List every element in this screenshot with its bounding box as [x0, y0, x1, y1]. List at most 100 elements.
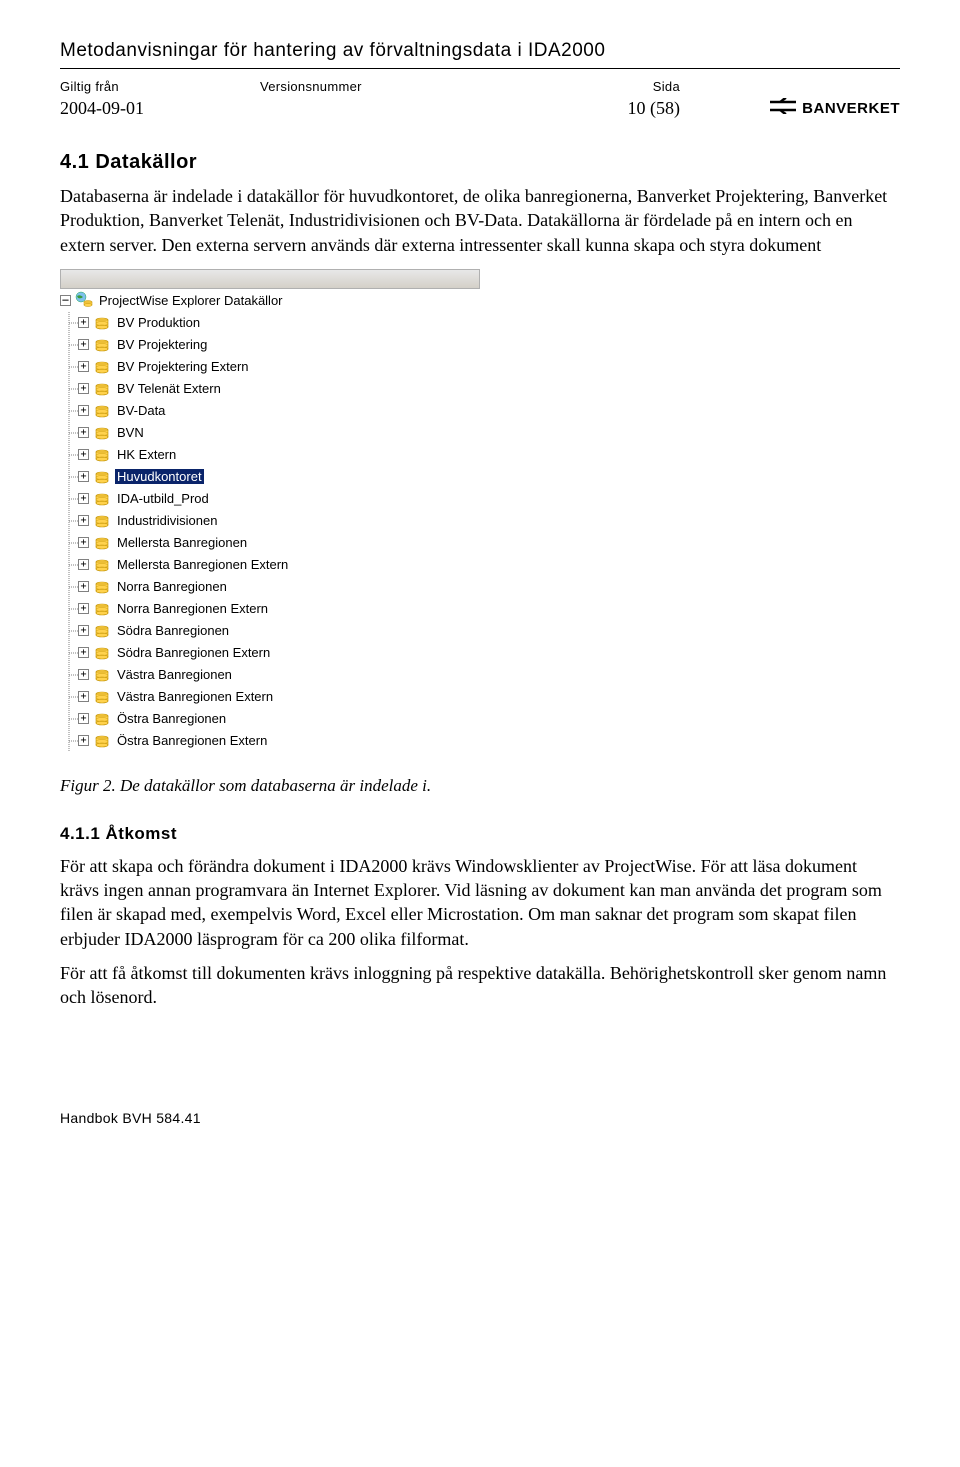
- tree-root-row[interactable]: − ProjectWise Explorer Datakällor: [60, 289, 480, 312]
- tree-item-label[interactable]: BV Telenät Extern: [115, 381, 223, 396]
- tree-indent: [60, 664, 78, 686]
- tree-item[interactable]: + Södra Banregionen Extern: [60, 642, 480, 664]
- tree-indent: [60, 554, 78, 576]
- datasource-icon: [93, 557, 111, 573]
- tree-item-label[interactable]: Norra Banregionen: [115, 579, 229, 594]
- tree-indent: [60, 466, 78, 488]
- tree-item[interactable]: + Norra Banregionen Extern: [60, 598, 480, 620]
- header-value-giltig: 2004-09-01: [60, 98, 260, 119]
- tree-indent: [60, 510, 78, 532]
- expand-icon[interactable]: +: [78, 537, 89, 548]
- tree-item-label[interactable]: BV-Data: [115, 403, 167, 418]
- tree-header-bar: [60, 269, 480, 289]
- collapse-icon[interactable]: −: [60, 295, 71, 306]
- subsection-paragraph-1: För att skapa och förändra dokument i ID…: [60, 854, 900, 951]
- datasource-icon: [93, 337, 111, 353]
- expand-icon[interactable]: +: [78, 317, 89, 328]
- tree-indent: [60, 620, 78, 642]
- tree-item[interactable]: + Västra Banregionen Extern: [60, 686, 480, 708]
- tree-item[interactable]: + Östra Banregionen: [60, 708, 480, 730]
- tree-item-label[interactable]: IDA-utbild_Prod: [115, 491, 211, 506]
- tree-indent: [60, 356, 78, 378]
- expand-icon[interactable]: +: [78, 515, 89, 526]
- expand-icon[interactable]: +: [78, 625, 89, 636]
- expand-icon[interactable]: +: [78, 361, 89, 372]
- tree-item-label[interactable]: Huvudkontoret: [115, 469, 204, 484]
- header-values-row: 2004-09-01 10 (58) BANVERKET: [60, 98, 900, 119]
- tree-item[interactable]: + Mellersta Banregionen Extern: [60, 554, 480, 576]
- tree-item[interactable]: + Västra Banregionen: [60, 664, 480, 686]
- tree-item[interactable]: + BV-Data: [60, 400, 480, 422]
- datasource-icon: [93, 403, 111, 419]
- header-label-sida: Sida: [560, 79, 680, 94]
- tree-item-label[interactable]: Södra Banregionen Extern: [115, 645, 272, 660]
- expand-icon[interactable]: +: [78, 669, 89, 680]
- expand-icon[interactable]: +: [78, 339, 89, 350]
- datasource-icon: [93, 469, 111, 485]
- tree-indent: [60, 598, 78, 620]
- header-label-giltig: Giltig från: [60, 79, 260, 94]
- tree-item-label[interactable]: Västra Banregionen Extern: [115, 689, 275, 704]
- tree-item[interactable]: + Industridivisionen: [60, 510, 480, 532]
- tree-item-label[interactable]: HK Extern: [115, 447, 178, 462]
- header-value-sida: 10 (58): [560, 98, 680, 119]
- tree-item[interactable]: + Norra Banregionen: [60, 576, 480, 598]
- subsection-paragraph-2: För att få åtkomst till dokumenten krävs…: [60, 961, 900, 1010]
- header-labels-row: Giltig från Versionsnummer Sida: [60, 79, 900, 94]
- tree-item[interactable]: + IDA-utbild_Prod: [60, 488, 480, 510]
- tree-item[interactable]: + BV Projektering Extern: [60, 356, 480, 378]
- datasource-icon: [93, 579, 111, 595]
- tree-item[interactable]: + HK Extern: [60, 444, 480, 466]
- tree-item[interactable]: + Östra Banregionen Extern: [60, 730, 480, 752]
- title-underline: [60, 68, 900, 69]
- tree-item-label[interactable]: Södra Banregionen: [115, 623, 231, 638]
- tree-item-label[interactable]: BVN: [115, 425, 146, 440]
- subsection-heading-4-1-1: 4.1.1 Åtkomst: [60, 824, 900, 844]
- tree-item[interactable]: + Mellersta Banregionen: [60, 532, 480, 554]
- datasource-icon: [93, 381, 111, 397]
- expand-icon[interactable]: +: [78, 691, 89, 702]
- expand-icon[interactable]: +: [78, 713, 89, 724]
- expand-icon[interactable]: +: [78, 405, 89, 416]
- figure-caption: Figur 2. De datakällor som databaserna ä…: [60, 776, 900, 796]
- expand-icon[interactable]: +: [78, 559, 89, 570]
- tree-item[interactable]: + BV Telenät Extern: [60, 378, 480, 400]
- datasource-icon: [93, 491, 111, 507]
- expand-icon[interactable]: +: [78, 427, 89, 438]
- datasource-icon: [93, 447, 111, 463]
- datasource-icon: [93, 513, 111, 529]
- tree-indent: [60, 642, 78, 664]
- tree-item[interactable]: + Södra Banregionen: [60, 620, 480, 642]
- tree-item-label[interactable]: Mellersta Banregionen: [115, 535, 249, 550]
- tree-item-label[interactable]: Mellersta Banregionen Extern: [115, 557, 290, 572]
- section-heading-4-1: 4.1 Datakällor: [60, 151, 900, 174]
- tree-item-label[interactable]: Industridivisionen: [115, 513, 219, 528]
- tree-item-label[interactable]: BV Produktion: [115, 315, 202, 330]
- expand-icon[interactable]: +: [78, 471, 89, 482]
- expand-icon[interactable]: +: [78, 647, 89, 658]
- expand-icon[interactable]: +: [78, 735, 89, 746]
- datasource-icon: [93, 535, 111, 551]
- expand-icon[interactable]: +: [78, 493, 89, 504]
- logo-text: BANVERKET: [802, 100, 900, 117]
- tree-indent: [60, 444, 78, 466]
- tree-item-label[interactable]: Norra Banregionen Extern: [115, 601, 270, 616]
- section-paragraph-1: Databaserna är indelade i datakällor för…: [60, 184, 900, 257]
- logo-icon: [770, 98, 796, 119]
- tree-item-label[interactable]: Östra Banregionen Extern: [115, 733, 269, 748]
- tree-item-label[interactable]: Västra Banregionen: [115, 667, 234, 682]
- expand-icon[interactable]: +: [78, 603, 89, 614]
- expand-icon[interactable]: +: [78, 449, 89, 460]
- expand-icon[interactable]: +: [78, 383, 89, 394]
- tree-item-label[interactable]: BV Projektering: [115, 337, 209, 352]
- tree-item-label[interactable]: BV Projektering Extern: [115, 359, 251, 374]
- tree-item[interactable]: + Huvudkontoret: [60, 466, 480, 488]
- expand-icon[interactable]: +: [78, 581, 89, 592]
- tree-indent: [60, 730, 78, 752]
- tree-item[interactable]: + BVN: [60, 422, 480, 444]
- tree-view: − ProjectWise Explorer Datakällor + BV Pr…: [60, 269, 480, 752]
- tree-item[interactable]: + BV Projektering: [60, 334, 480, 356]
- tree-root-label[interactable]: ProjectWise Explorer Datakällor: [97, 293, 285, 308]
- tree-item-label[interactable]: Östra Banregionen: [115, 711, 228, 726]
- tree-item[interactable]: + BV Produktion: [60, 312, 480, 334]
